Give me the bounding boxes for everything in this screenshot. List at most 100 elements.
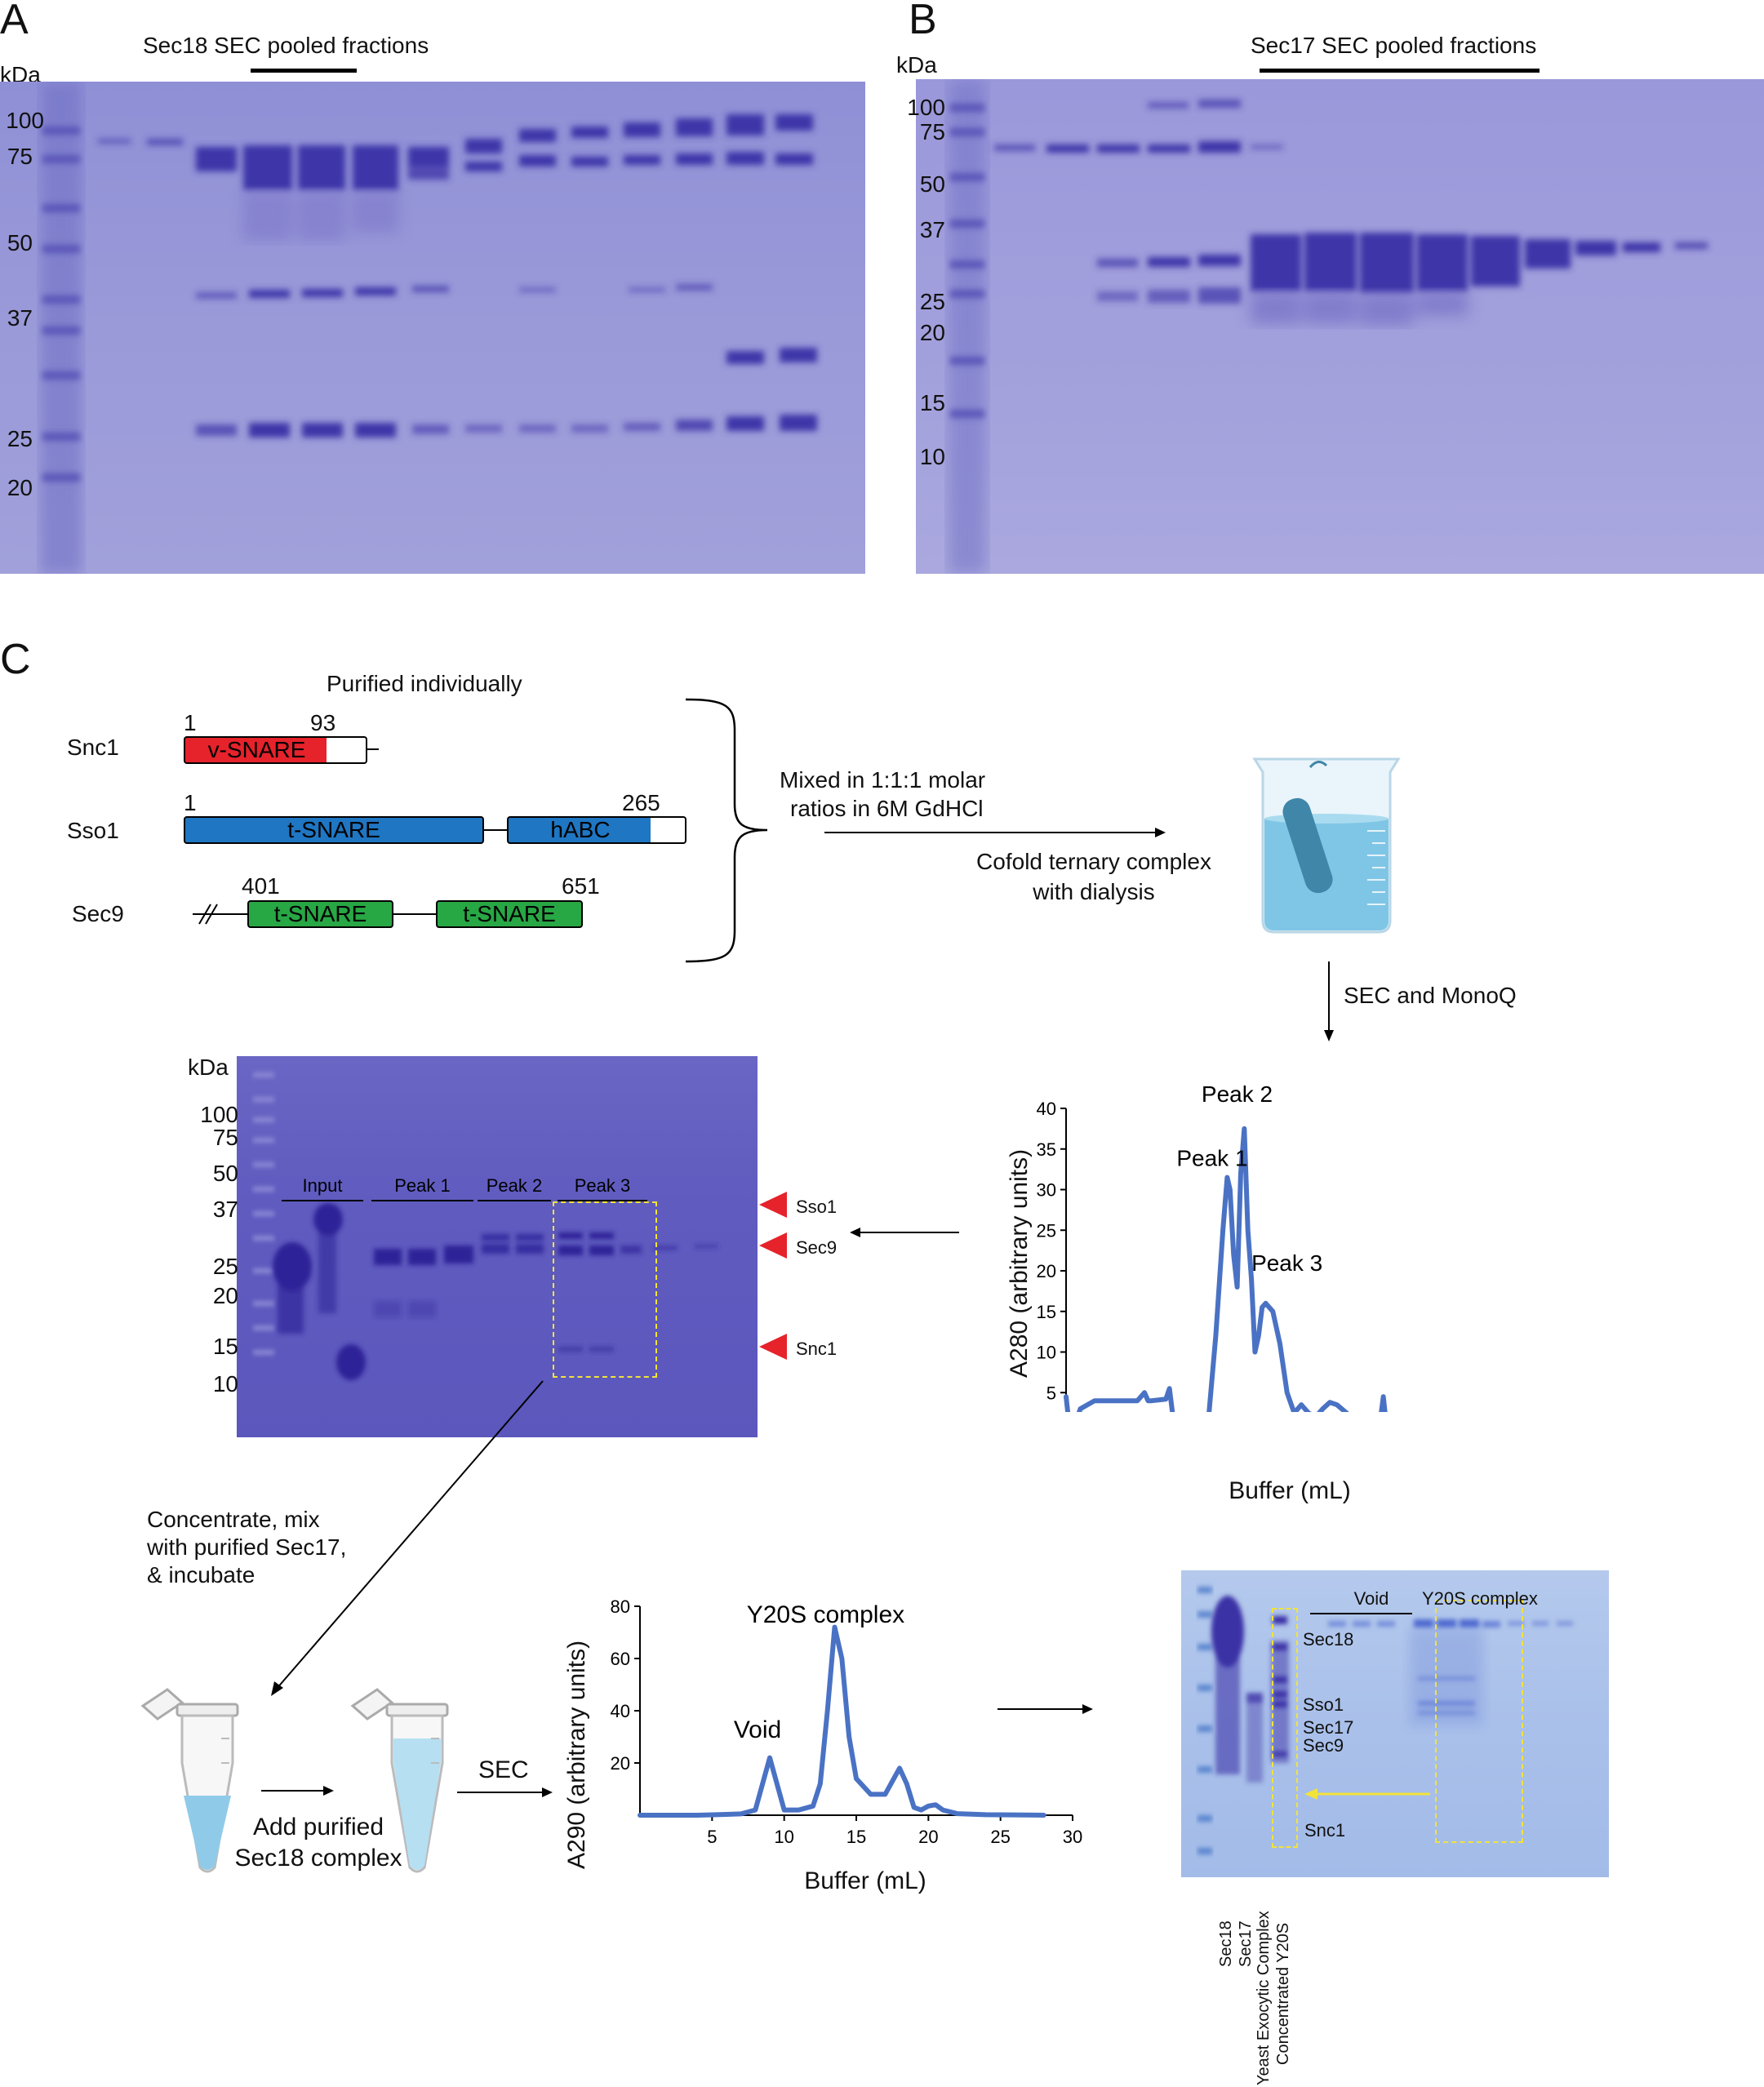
- sec9-start: 401: [242, 873, 280, 899]
- chart1-xlabel: Buffer (mL): [1229, 1477, 1351, 1504]
- panel-letter-a: A: [0, 0, 29, 43]
- curly-brace: [685, 698, 768, 963]
- final-gel-bands: [1197, 1587, 1573, 1854]
- gel2-label-sso1: Sso1: [796, 1197, 838, 1217]
- mix-text-line2: ratios in 6M GdHCl: [790, 796, 984, 821]
- y-tick-label: 35: [1037, 1139, 1056, 1160]
- panel-b-title: Sec17 SEC pooled fractions: [1251, 33, 1537, 58]
- sec9-name: Sec9: [72, 901, 124, 926]
- concentrate-line3: & incubate: [147, 1562, 255, 1587]
- add-sec18-line2: Sec18 complex: [234, 1845, 402, 1872]
- y-tick-label: 80: [611, 1596, 630, 1617]
- gel2-marker-37: 37: [212, 1197, 238, 1222]
- gel2-lane-bar: [282, 1200, 363, 1201]
- panel-a-marker-20: 20: [7, 475, 33, 500]
- concentrate-line1: Concentrate, mix: [147, 1507, 320, 1532]
- panel-a-title: Sec18 SEC pooled fractions: [143, 33, 429, 58]
- gel2-lane-peak1: Peak 1: [394, 1175, 451, 1196]
- band-sec17-label: Sec17: [1303, 1717, 1354, 1738]
- gel2-lane-bar: [558, 1200, 647, 1201]
- arrow-chart-to-final-gel: [998, 1704, 1093, 1714]
- gel2-label-snc1: Snc1: [796, 1339, 838, 1359]
- add-sec18-line1: Add purified: [252, 1814, 384, 1841]
- arrow-tube-to-tube: [261, 1786, 334, 1796]
- gel2-marker-10: 10: [212, 1371, 238, 1397]
- gel2-lane-bar: [371, 1200, 473, 1201]
- y-tick-label: 5: [1046, 1383, 1056, 1403]
- band-sso1-label: Sso1: [1303, 1694, 1344, 1715]
- panel-a-marker-50: 50: [7, 230, 33, 255]
- sso1-start: 1: [184, 790, 197, 815]
- sec9-t-snare-domain-2: t-SNARE: [436, 900, 583, 928]
- panel-b-marker-15: 15: [919, 390, 945, 415]
- y-tick-label: 15: [1037, 1302, 1056, 1322]
- tube-icon: [350, 1688, 449, 1873]
- gel2-label-sec9: Sec9: [796, 1237, 838, 1258]
- gel2-bands: [253, 1072, 718, 1380]
- gel2-lane-bar: [478, 1200, 551, 1201]
- chart2-xlabel: Buffer (mL): [804, 1867, 926, 1894]
- sso1-name: Sso1: [67, 818, 119, 843]
- habc-domain: hABC: [507, 816, 654, 844]
- arrow-tube-to-chart: [457, 1787, 553, 1797]
- snc1-arrow-icon: [759, 1334, 787, 1360]
- sec9-t-snare-domain-1: t-SNARE: [247, 900, 393, 928]
- panel-b-marker-75: 75: [919, 119, 945, 144]
- beaker-icon: [1252, 757, 1401, 934]
- cofold-text-line1: Cofold ternary complex: [976, 849, 1211, 874]
- void-bar: [1310, 1613, 1412, 1614]
- y-tick-label: 40: [1037, 1099, 1056, 1119]
- peak3-highlight-box: [553, 1201, 657, 1378]
- gel2-unit: kDa: [188, 1055, 229, 1080]
- pooled-fractions-bar: [1260, 69, 1540, 73]
- panel-b-marker-37: 37: [919, 217, 945, 242]
- final-gel-y20s-label: Y20S complex: [1422, 1588, 1538, 1609]
- panel-a-marker-25: 25: [7, 426, 33, 451]
- a290-chromatogram: 5 10 15 20 25 30 20 40 60 80 Void Y20S complex: [611, 1596, 1083, 1847]
- gel2: [237, 1056, 758, 1437]
- y-tick-label: 25: [1037, 1220, 1056, 1241]
- y-tick-label: 30: [1037, 1180, 1056, 1201]
- lane-label-sec17: Sec17: [1237, 1920, 1255, 1967]
- a280-trace: [1064, 1126, 1388, 1412]
- sec9-arrow-icon: [759, 1232, 787, 1259]
- panel-a-marker-100: 100: [6, 108, 44, 133]
- y-tick-label: 20: [611, 1753, 630, 1774]
- gel2-marker-75: 75: [212, 1125, 238, 1150]
- panel-letter-c: C: [0, 636, 31, 683]
- final-gel-void-label: Void: [1353, 1588, 1389, 1609]
- lane-label-yeast-exocytic-complex: Yeast Exocytic Complex: [1255, 1911, 1273, 2085]
- gel2-lane-input: Input: [302, 1175, 343, 1196]
- sso1-t-snare-domain: t-SNARE: [184, 816, 484, 844]
- arrow-chart-to-gel: [850, 1228, 959, 1237]
- y-tick-label: 60: [611, 1649, 630, 1669]
- a290-trace: [638, 1624, 1046, 1818]
- gel2-red-arrows: [759, 1192, 787, 1360]
- peak3-annotation: Peak 3: [1251, 1250, 1322, 1276]
- panel-b-gel: [916, 79, 1764, 574]
- tube-icon: [140, 1688, 239, 1873]
- gel2-marker-50: 50: [212, 1161, 238, 1186]
- mix-text-line1: Mixed in 1:1:1 molar: [780, 767, 986, 793]
- peak1-annotation: Peak 1: [1176, 1146, 1247, 1171]
- yellow-arrow-icon: [1304, 1788, 1430, 1800]
- chart2-ylabel: A290 (arbitrary units): [563, 1640, 590, 1869]
- x-tick-label: 30: [1063, 1827, 1082, 1847]
- panel-b-marker-100: 100: [907, 95, 945, 120]
- chart1-ylabel: A280 (arbitrary units): [1006, 1148, 1033, 1378]
- snc1-start: 1: [184, 710, 197, 735]
- snc1-end: 93: [310, 710, 336, 735]
- lane-label-concentrated-y20s: Concentrated Y20S: [1274, 1922, 1292, 2065]
- sso1-linker: [482, 829, 507, 831]
- peak2-annotation: Peak 2: [1202, 1081, 1273, 1107]
- snc1-tail: [327, 736, 367, 764]
- arrow-to-beaker: [824, 828, 1166, 837]
- x-tick-label: 20: [918, 1827, 938, 1847]
- sso1-end: 265: [622, 790, 660, 815]
- gel2-marker-25: 25: [212, 1254, 238, 1279]
- gel2-marker-20: 20: [212, 1283, 238, 1308]
- x-tick-label: 15: [846, 1827, 866, 1847]
- y-tick-label: 10: [1037, 1343, 1056, 1363]
- lane-label-sec18: Sec18: [1217, 1920, 1235, 1967]
- panel-b-marker-50: 50: [919, 171, 945, 197]
